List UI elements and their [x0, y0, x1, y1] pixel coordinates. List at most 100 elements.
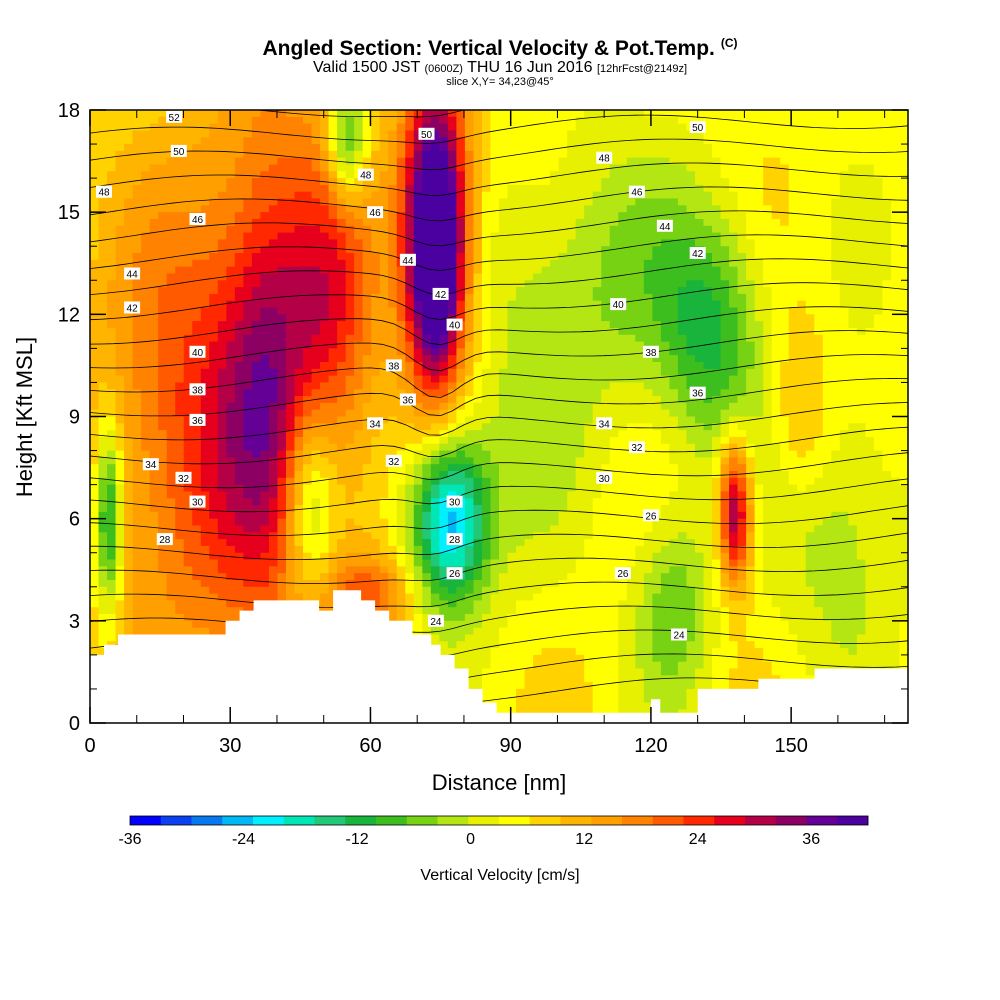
- field-cell: [328, 225, 338, 234]
- field-cell: [890, 355, 901, 363]
- field-cell: [780, 287, 790, 295]
- field-cell: [771, 116, 781, 125]
- field-cell: [371, 232, 381, 241]
- field-cell: [456, 348, 466, 356]
- field-cell: [388, 191, 398, 200]
- field-cell: [226, 266, 236, 275]
- field-cell: [499, 171, 509, 179]
- field-cell: [405, 307, 415, 315]
- field-cell: [217, 157, 227, 166]
- field-cell: [873, 300, 884, 309]
- field-cell: [694, 144, 705, 152]
- field-cell: [499, 191, 509, 200]
- field-cell: [703, 300, 713, 309]
- field-cell: [507, 334, 517, 343]
- field-cell: [311, 287, 321, 295]
- field-cell: [251, 430, 262, 438]
- field-cell: [320, 191, 330, 200]
- field-cell: [788, 402, 798, 411]
- field-cell: [98, 457, 108, 465]
- field-cell: [285, 443, 296, 452]
- field-cell: [788, 232, 798, 241]
- field-cell: [277, 416, 287, 424]
- field-cell: [371, 198, 381, 206]
- field-cell: [746, 457, 756, 465]
- field-cell: [115, 205, 125, 213]
- field-cell: [260, 123, 270, 132]
- field-cell: [712, 334, 722, 343]
- field-cell: [601, 368, 611, 377]
- field-cell: [251, 355, 262, 363]
- field-cell: [626, 423, 636, 431]
- field-cell: [720, 362, 730, 370]
- field-cell: [737, 123, 747, 132]
- field-cell: [694, 430, 705, 438]
- field-cell: [311, 137, 321, 145]
- field-cell: [703, 157, 713, 166]
- field-cell: [831, 273, 841, 281]
- field-cell: [422, 423, 432, 431]
- field-cell: [575, 409, 585, 418]
- field-cell: [652, 307, 662, 315]
- field-cell: [447, 273, 457, 281]
- field-cell: [686, 259, 696, 268]
- field-cell: [831, 259, 841, 268]
- field-cell: [405, 225, 415, 234]
- field-cell: [294, 273, 304, 281]
- field-cell: [413, 327, 423, 336]
- field-cell: [712, 184, 722, 193]
- field-cell: [507, 246, 517, 254]
- field-cell: [822, 402, 832, 411]
- field-cell: [848, 443, 858, 452]
- field-cell: [226, 368, 236, 377]
- field-cell: [396, 280, 406, 288]
- field-cell: [396, 341, 406, 349]
- field-cell: [132, 327, 142, 336]
- field-cell: [124, 137, 134, 145]
- field-cell: [200, 116, 210, 125]
- field-cell: [251, 396, 262, 404]
- field-cell: [533, 212, 543, 220]
- field-cell: [643, 443, 653, 452]
- field-cell: [226, 334, 236, 343]
- field-cell: [362, 389, 372, 397]
- field-cell: [303, 375, 313, 384]
- field-cell: [371, 178, 381, 186]
- field-cell: [217, 239, 227, 247]
- field-cell: [337, 402, 347, 411]
- field-cell: [865, 191, 875, 200]
- field-cell: [882, 368, 892, 377]
- field-cell: [107, 266, 117, 275]
- field-cell: [132, 246, 142, 254]
- field-cell: [200, 164, 210, 172]
- field-cell: [328, 218, 338, 227]
- field-cell: [729, 396, 739, 404]
- field-cell: [251, 423, 262, 431]
- field-cell: [285, 205, 296, 213]
- field-cell: [328, 205, 338, 213]
- field-cell: [660, 348, 671, 356]
- field-cell: [337, 396, 347, 404]
- field-cell: [899, 423, 908, 431]
- field-cell: [831, 123, 841, 132]
- field-cell: [490, 457, 500, 465]
- field-cell: [524, 457, 534, 465]
- field-cell: [899, 205, 908, 213]
- field-cell: [797, 205, 807, 213]
- field-cell: [362, 382, 372, 390]
- field-cell: [550, 232, 560, 241]
- field-cell: [107, 130, 117, 138]
- field-cell: [277, 164, 287, 172]
- field-cell: [422, 205, 432, 213]
- field-cell: [337, 116, 347, 125]
- field-cell: [822, 130, 832, 138]
- field-cell: [848, 450, 858, 458]
- field-cell: [90, 225, 100, 234]
- field-cell: [584, 259, 594, 268]
- field-cell: [413, 191, 423, 200]
- field-cell: [405, 402, 415, 411]
- field-cell: [882, 362, 892, 370]
- field-cell: [831, 246, 841, 254]
- valid-date: THU 16 Jun 2016: [467, 59, 593, 76]
- field-cell: [737, 423, 747, 431]
